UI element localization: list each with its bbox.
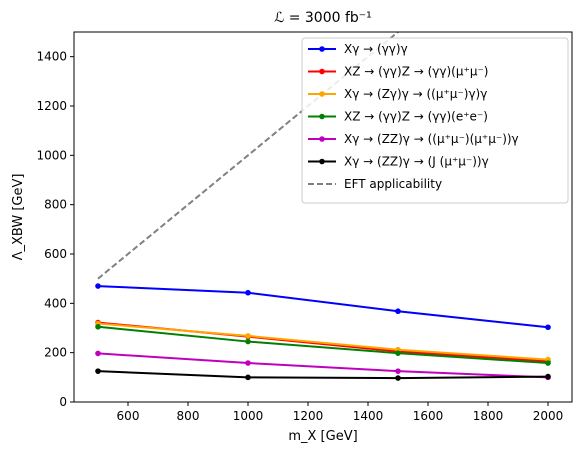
y-axis-ticks: 0 200 400 600 800 1000 1200 1400	[36, 50, 74, 409]
legend-swatch-marker	[319, 68, 325, 75]
x-tick-label: 1200	[293, 409, 324, 423]
series-line-4	[97, 325, 549, 365]
series-line-6	[97, 370, 549, 380]
x-tick-label: 2000	[533, 409, 564, 423]
legend-item: XZ → (γγ)Z → (γγ)(μ⁺μ⁻)	[308, 65, 488, 79]
data-point	[245, 360, 251, 366]
data-point	[95, 368, 101, 374]
data-point	[395, 308, 401, 315]
legend-swatch-marker	[319, 113, 325, 120]
y-tick-label: 1000	[36, 148, 67, 162]
y-tick-label: 800	[44, 198, 67, 212]
x-tick-label: 1000	[233, 409, 264, 423]
x-axis-ticks: 600 800 1000 1200 1400 1600 1800 2000	[117, 402, 564, 423]
x-tick-label: 1400	[353, 409, 384, 423]
legend-item: Xγ → (ZZ)γ → ((μ⁺μ⁻)(μ⁺μ⁻))γ	[308, 132, 519, 146]
data-point	[95, 350, 101, 357]
plot-area	[73, 31, 573, 403]
legend-swatch-marker	[319, 158, 325, 165]
data-point	[95, 323, 101, 330]
data-point	[545, 373, 551, 380]
data-point	[395, 375, 401, 381]
data-point	[545, 360, 551, 366]
legend-swatch-marker	[319, 136, 325, 142]
legend-swatch-marker	[319, 91, 325, 97]
x-axis-label: m_X [GeV]	[288, 429, 357, 444]
plot-frame	[73, 31, 573, 403]
series-group	[95, 32, 551, 381]
x-tick-label: 800	[177, 409, 200, 423]
chart-title: ℒ = 3000 fb⁻¹	[274, 10, 372, 26]
x-tick-label: 600	[117, 409, 140, 423]
legend-label: Xγ → (Zγ)γ → ((μ⁺μ⁻)γ)γ	[344, 87, 487, 101]
series-line-3	[97, 322, 549, 361]
eft-applicability-line	[97, 32, 399, 280]
legend: Xγ → (γγ)γ XZ → (γγ)Z → (γγ)(μ⁺μ⁻) Xγ → (Z…	[301, 37, 569, 204]
data-point	[245, 289, 251, 296]
legend-items: Xγ → (γγ)γ XZ → (γγ)Z → (γγ)(μ⁺μ⁻) Xγ → (Z…	[308, 42, 519, 191]
data-point	[95, 283, 101, 289]
legend-label: Xγ → (γγ)γ	[344, 42, 408, 56]
legend-item: Xγ → (γγ)γ	[308, 42, 408, 56]
legend-box	[301, 37, 569, 204]
legend-label: XZ → (γγ)Z → (γγ)(μ⁺μ⁻)	[344, 65, 488, 79]
y-tick-label: 200	[44, 346, 67, 360]
x-tick-label: 1800	[473, 409, 504, 423]
data-point	[245, 338, 251, 345]
y-tick-label: 1200	[36, 99, 67, 113]
data-point	[245, 374, 251, 381]
legend-item: EFT applicability	[308, 177, 442, 191]
y-axis-label: Λ_XBW [GeV]	[11, 174, 26, 261]
legend-item: Xγ → (Zγ)γ → ((μ⁺μ⁻)γ)γ	[308, 87, 487, 101]
y-tick-label: 600	[44, 247, 67, 261]
data-point	[245, 333, 251, 339]
legend-label: XZ → (γγ)Z → (γγ)(e⁺e⁻)	[344, 110, 488, 124]
legend-swatch-marker	[319, 46, 325, 52]
y-tick-label: 400	[44, 296, 67, 310]
data-point	[395, 350, 401, 356]
legend-item: Xγ → (ZZ)γ → (J (μ⁺μ⁻))γ	[308, 155, 489, 169]
legend-label: Xγ → (ZZ)γ → (J (μ⁺μ⁻))γ	[344, 155, 489, 169]
legend-item: XZ → (γγ)Z → (γγ)(e⁺e⁻)	[308, 110, 488, 124]
y-tick-label: 1400	[36, 50, 67, 64]
y-tick-label: 0	[59, 395, 67, 409]
data-point	[395, 368, 401, 374]
legend-label: Xγ → (ZZ)γ → ((μ⁺μ⁻)(μ⁺μ⁻))γ	[344, 132, 519, 146]
legend-label: EFT applicability	[344, 177, 442, 191]
data-point	[545, 324, 551, 331]
series-line-5	[97, 352, 549, 379]
x-tick-label: 1600	[413, 409, 444, 423]
series-line-1	[97, 285, 549, 329]
